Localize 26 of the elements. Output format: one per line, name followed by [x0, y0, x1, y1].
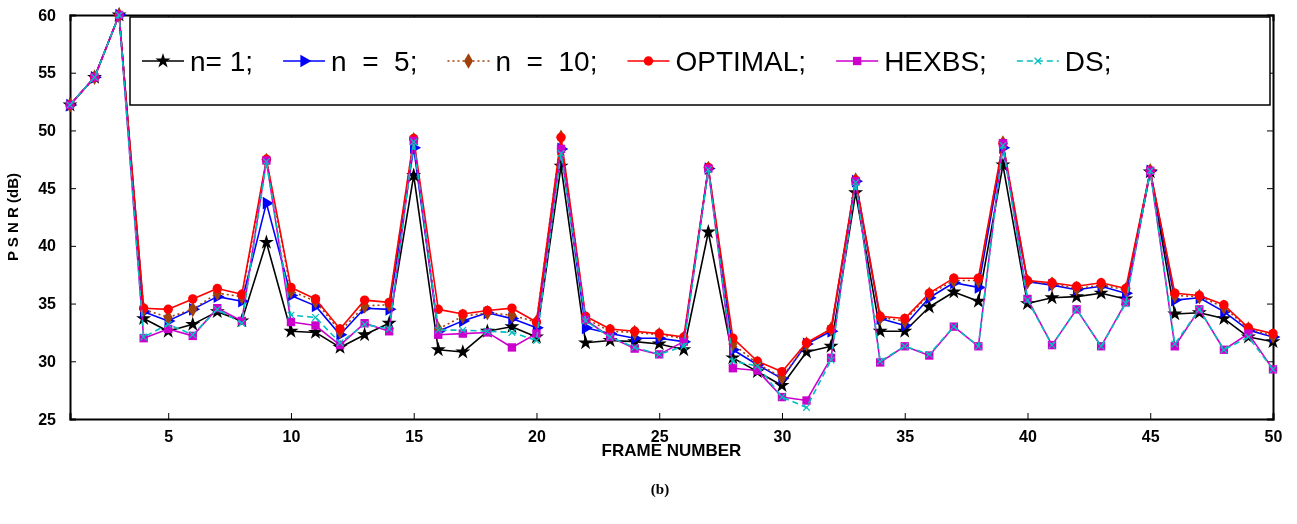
legend-label: n= 1; — [190, 46, 254, 77]
y-tick-label: 30 — [38, 352, 57, 370]
x-tick-label: 5 — [164, 428, 174, 446]
y-tick-label: 25 — [38, 410, 57, 428]
x-tick-label: 20 — [528, 428, 546, 446]
x-tick-label: 10 — [282, 428, 301, 446]
legend-label: n = 5; — [331, 46, 418, 77]
x-axis-title: FRAME NUMBER — [601, 441, 742, 460]
legend-label: OPTIMAL; — [675, 46, 807, 77]
x-tick-label: 45 — [1141, 428, 1160, 446]
x-tick-label: 30 — [773, 428, 792, 446]
x-tick-label: 15 — [405, 428, 424, 446]
y-axis-title: P S N R (dB) — [4, 172, 21, 262]
x-tick-label: 50 — [1264, 428, 1283, 446]
x-tick-label: 35 — [896, 428, 915, 446]
y-tick-label: 40 — [38, 237, 57, 255]
legend-label: DS; — [1064, 46, 1112, 77]
y-tick-label: 50 — [38, 122, 57, 140]
y-tick-label: 35 — [38, 295, 57, 313]
x-tick-label: 40 — [1019, 428, 1037, 446]
legend-label: n = 10; — [495, 46, 598, 77]
y-tick-label: 45 — [38, 179, 57, 197]
y-tick-label: 55 — [38, 64, 57, 82]
y-tick-label: 60 — [38, 6, 57, 24]
text: (b) — [650, 481, 670, 498]
legend-label: HEXBS; — [884, 46, 987, 77]
